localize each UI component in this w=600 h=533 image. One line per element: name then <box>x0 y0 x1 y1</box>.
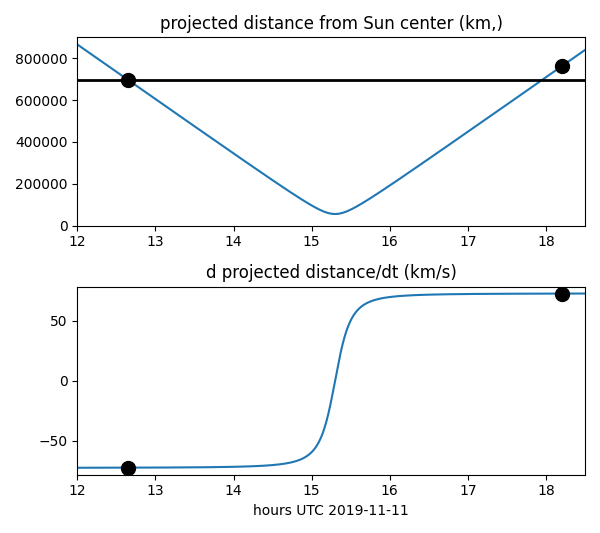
Title: d projected distance/dt (km/s): d projected distance/dt (km/s) <box>206 264 457 282</box>
X-axis label: hours UTC 2019-11-11: hours UTC 2019-11-11 <box>253 504 409 518</box>
Title: projected distance from Sun center (km,): projected distance from Sun center (km,) <box>160 15 503 33</box>
